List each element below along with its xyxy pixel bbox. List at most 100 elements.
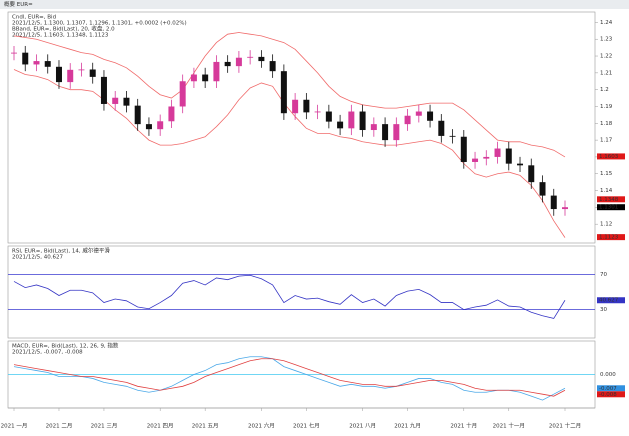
price-panel	[7, 11, 596, 244]
y-tick-label: 1.22	[600, 54, 612, 60]
candle-body	[370, 124, 377, 131]
y-tick-label: 30	[600, 307, 607, 313]
legend-text: BBand, EUR=, Bid(Last), 20, 收盘, 2.0	[12, 25, 115, 33]
y-tick-label: 1.18	[600, 121, 613, 127]
candle-body	[44, 61, 51, 67]
candle-body	[314, 111, 321, 113]
x-tick-label: 2021 四月	[147, 423, 174, 430]
value-marker-label: 1.1123	[599, 235, 619, 241]
candle-body	[303, 99, 310, 113]
y-tick-label: 1.23	[600, 37, 613, 43]
candle-body	[528, 165, 535, 183]
candle-body	[145, 124, 152, 130]
candle-body	[483, 156, 490, 159]
candle-body	[325, 111, 332, 122]
value-marker-label: 1.1603	[599, 154, 619, 160]
candle-body	[460, 136, 467, 162]
candle-body	[33, 61, 40, 65]
top-bar	[0, 0, 629, 9]
candle-body	[112, 97, 119, 104]
candle-body	[280, 71, 287, 114]
x-tick-label: 2021 二月	[46, 423, 73, 430]
y-tick-label: 0.000	[600, 372, 616, 378]
candle-body	[190, 74, 197, 82]
value-marker-label: 1.1348	[599, 197, 619, 203]
legend-text: 2021/12/5, 1.1300, 1.1307, 1.1296, 1.130…	[12, 21, 187, 27]
legend-text: 2021/12/5, 1.1603, 1.1348, 1.1123	[12, 33, 109, 39]
y-tick-label: 1.21	[600, 70, 612, 76]
y-tick-label: 1.14	[600, 188, 613, 194]
series-line	[13, 358, 566, 397]
candle-body	[415, 111, 422, 116]
candle-body	[179, 81, 186, 107]
value-marker	[597, 153, 625, 160]
y-tick-label: 1.19	[600, 104, 613, 110]
y-tick-label: 1.24	[600, 20, 613, 26]
value-marker-label: 1.1301	[599, 205, 618, 211]
x-tick-label: 2021 九月	[394, 422, 421, 430]
candle-body	[505, 148, 512, 164]
x-tick-label: 2021 八月	[349, 423, 376, 430]
candle-body	[472, 158, 479, 162]
candle-body	[78, 69, 85, 71]
value-marker	[597, 297, 625, 304]
candle-body	[100, 76, 107, 104]
x-tick-label: 2021 六月	[248, 422, 275, 430]
y-tick-label: 1.17	[600, 138, 613, 144]
legend-text: RSI, EUR=, Bid(Last), 14, 威尔德平滑	[12, 247, 110, 255]
x-tick-label: 2021 十一月	[493, 422, 525, 430]
candle-body	[494, 148, 501, 157]
x-tick-label: 2021 十月	[450, 422, 477, 430]
value-marker-label: 40.627	[599, 298, 619, 304]
candle-body	[247, 56, 254, 58]
legend-text: Cndl, EUR=, Bid	[12, 15, 56, 21]
series-line	[13, 356, 566, 401]
value-marker	[597, 234, 625, 241]
x-tick-label: 2021 三月	[91, 423, 118, 430]
value-marker-label: -0.008	[599, 392, 617, 398]
candle-body	[404, 115, 411, 125]
candle-body	[348, 111, 355, 129]
candle-body	[202, 74, 209, 82]
candle-body	[382, 124, 389, 141]
candle-body	[67, 69, 74, 83]
value-marker-label: -0.007	[599, 386, 617, 392]
candle-body	[269, 61, 276, 72]
rsi-panel	[7, 245, 596, 339]
candle-body	[22, 52, 29, 65]
candle-body	[123, 97, 130, 106]
candle-body	[337, 121, 344, 129]
legend-text: 2021/12/5, 40.627	[12, 255, 63, 261]
bollinger-band	[13, 32, 566, 158]
x-tick-label: 2021 一月	[1, 423, 28, 430]
header-title: 概要 EUR=	[4, 0, 33, 8]
candle-body	[168, 106, 175, 122]
candle-body	[224, 61, 231, 67]
candle-body	[359, 111, 366, 131]
candle-body	[134, 105, 141, 125]
candle-body	[438, 120, 445, 136]
candle-body	[393, 124, 400, 141]
series-line	[13, 274, 566, 319]
y-tick-label: 1.15	[600, 171, 613, 177]
value-marker	[597, 385, 625, 392]
candle-body	[517, 163, 524, 166]
y-tick-label: 70	[600, 272, 607, 278]
candle-body	[235, 57, 242, 67]
value-marker	[597, 391, 625, 398]
candle-body	[55, 66, 62, 83]
candle-body	[427, 111, 434, 121]
candle-body	[550, 195, 557, 210]
y-tick-label: 1.2	[600, 87, 609, 93]
legend-text: 2021/12/5, -0.007, -0.008	[12, 350, 83, 356]
legend-text: MACD, EUR=, Bid(Last), 12, 26, 9, 指数	[12, 342, 119, 350]
value-marker	[597, 204, 625, 211]
candle-body	[258, 56, 265, 62]
candle-body	[157, 121, 164, 130]
x-tick-label: 2021 十二月	[549, 422, 581, 430]
x-tick-label: 2021 五月	[192, 423, 219, 430]
candle-body	[11, 52, 17, 54]
value-marker	[597, 196, 625, 203]
candle-body	[213, 61, 220, 82]
